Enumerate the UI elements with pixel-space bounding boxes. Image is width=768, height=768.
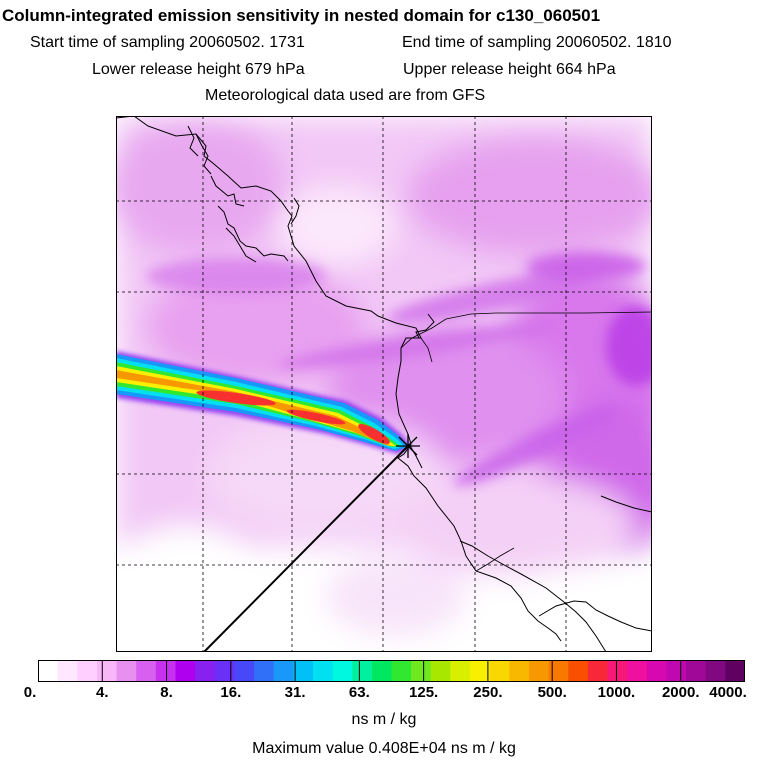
colorbar-swatch <box>293 660 314 682</box>
colorbar-swatch <box>528 660 550 682</box>
colorbar-swatch <box>234 660 255 682</box>
plume <box>116 351 412 454</box>
borders <box>400 311 652 572</box>
start-time-label: Start time of sampling 20060502. 1731 <box>30 34 305 51</box>
colorbar-swatch <box>273 660 294 682</box>
colorbar-swatch <box>332 660 353 682</box>
colorbar-tick-label: 16. <box>220 684 242 701</box>
end-time-label: End time of sampling 20060502. 1810 <box>402 34 672 51</box>
colorbar-tick-label: 1000. <box>597 684 636 701</box>
colorbar-swatch <box>57 660 78 682</box>
colorbar-swatch <box>489 660 510 682</box>
colorbar <box>38 660 745 682</box>
colorbar-swatch <box>116 660 137 682</box>
colorbar-swatch <box>450 660 471 682</box>
colorbar-swatch <box>587 660 609 682</box>
colorbar-swatch <box>411 660 432 682</box>
colorbar-swatch <box>548 660 569 682</box>
colorbar-swatch <box>155 660 177 682</box>
colorbar-swatch <box>646 660 668 682</box>
colorbar-units: ns m / kg <box>351 711 417 728</box>
colorbar-swatch <box>666 660 687 682</box>
colorbar-swatch <box>175 660 196 682</box>
colorbar-tick-label: 500. <box>537 684 567 701</box>
colorbar-swatch <box>371 660 393 682</box>
colorbar-swatch <box>391 660 412 682</box>
colorbar-swatch <box>195 660 216 682</box>
colorbar-swatch <box>96 660 118 682</box>
sensitivity-streaks <box>146 252 652 486</box>
colorbar-tick-label: 63. <box>348 684 370 701</box>
colorbar-swatch <box>430 660 452 682</box>
lower-release-label: Lower release height 679 hPa <box>92 61 305 78</box>
colorbar-swatch <box>568 660 589 682</box>
colorbar-swatch <box>470 660 491 682</box>
star-icon <box>396 434 420 458</box>
colorbar-swatch <box>136 660 157 682</box>
upper-release-label: Upper release height 664 hPa <box>403 61 616 78</box>
map-frame <box>116 116 652 652</box>
colorbar-tick-label: 0. <box>23 684 37 701</box>
colorbar-tick-label: 4. <box>96 684 109 701</box>
coastlines <box>116 116 652 652</box>
colorbar-tick-label: 250. <box>473 684 503 701</box>
colorbar-swatch <box>607 660 628 682</box>
colorbar-swatch <box>254 660 275 682</box>
maximum-value-label: Maximum value 0.408E+04 ns m / kg <box>252 740 516 757</box>
plot-title: Column-integrated emission sensitivity i… <box>2 6 601 25</box>
colorbar-tick-label: 4000. <box>709 684 747 701</box>
colorbar-tick-label: 125. <box>409 684 439 701</box>
colorbar-swatch <box>705 660 726 682</box>
colorbar-swatch <box>312 660 334 682</box>
sensitivity-map <box>116 116 652 652</box>
colorbar-tick-label: 31. <box>284 684 306 701</box>
colorbar-swatch <box>38 660 59 682</box>
colorbar-frame <box>38 660 745 682</box>
colorbar-swatch <box>509 660 530 682</box>
colorbar-swatch <box>352 660 373 682</box>
colorbar-swatch <box>686 660 707 682</box>
met-data-label: Meteorological data used are from GFS <box>205 87 486 104</box>
colorbar-swatch <box>725 660 745 682</box>
flight-track <box>203 445 409 652</box>
colorbar-swatch <box>214 660 235 682</box>
colorbar-swatch <box>77 660 98 682</box>
colorbar-tick-label: 2000. <box>661 684 700 701</box>
colorbar-swatch <box>627 660 648 682</box>
colorbar-tick-label: 8. <box>160 684 173 701</box>
